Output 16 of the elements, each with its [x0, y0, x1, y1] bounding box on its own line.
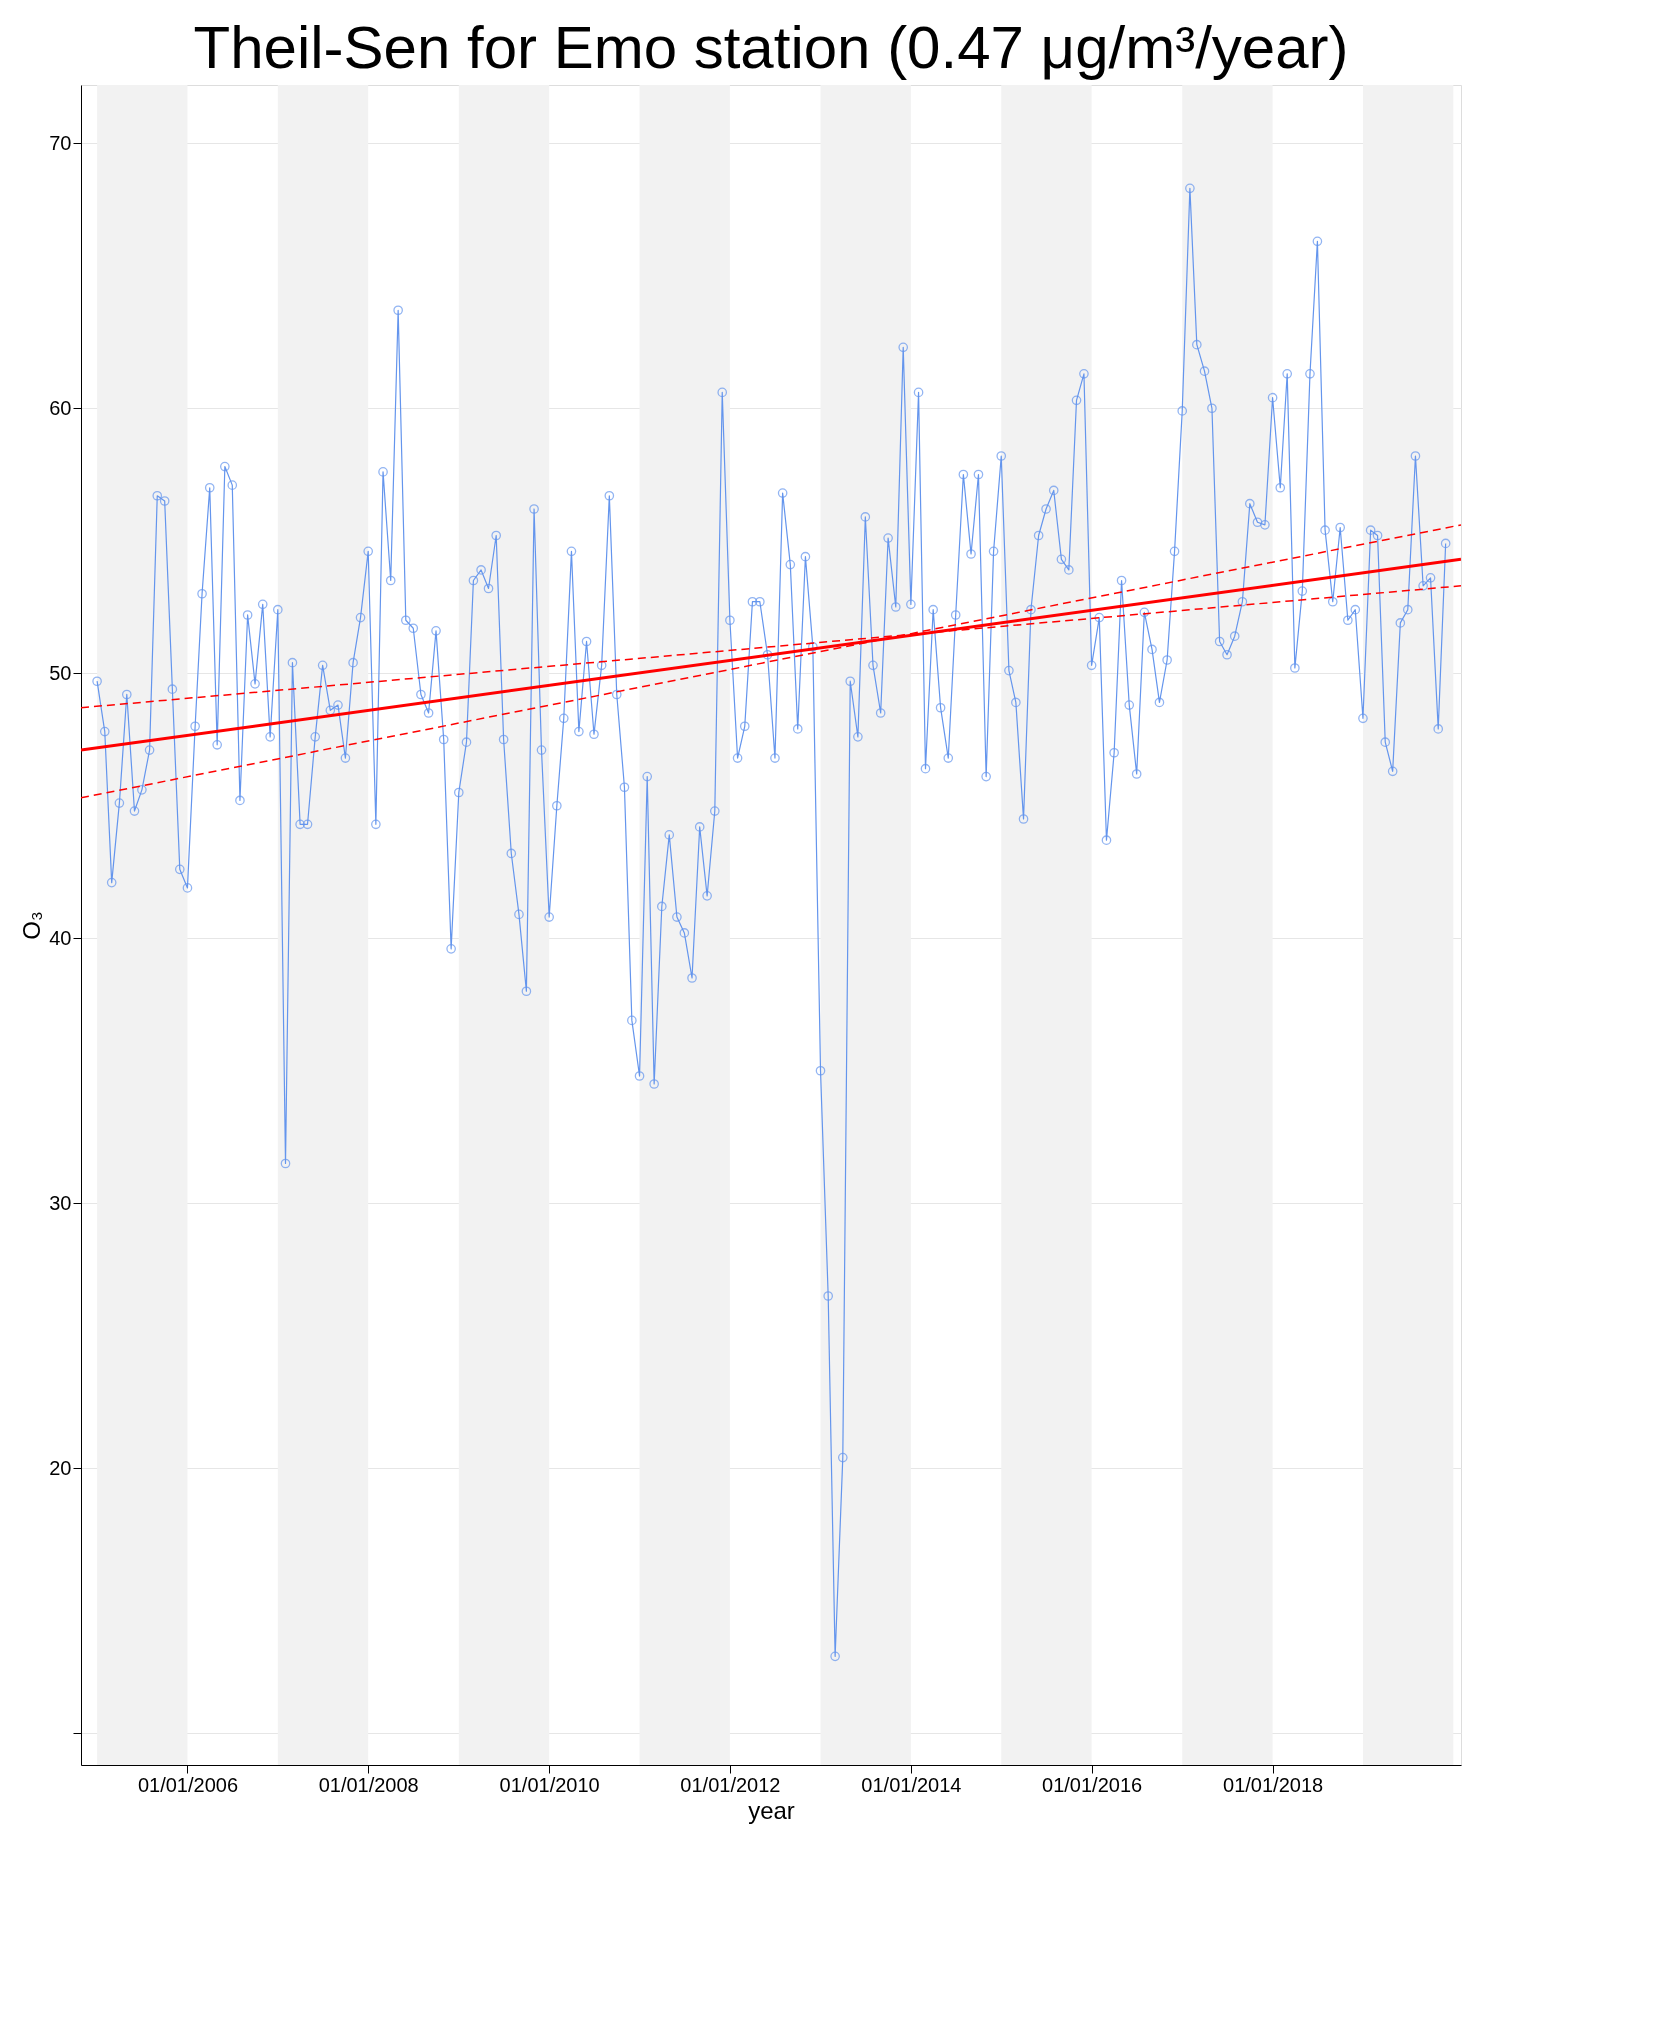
y-axis-title: O₃ — [18, 911, 46, 940]
x-tick-label: 01/01/2014 — [861, 1773, 962, 1796]
y-tick-label: 30 — [49, 1191, 72, 1214]
y-tick-label: 40 — [49, 926, 72, 949]
y-tick-label: 60 — [49, 396, 72, 419]
chart-title: Theil-Sen for Emo station (0.47 μg/m³/year) — [193, 14, 1349, 81]
x-tick-label: 01/01/2016 — [1042, 1773, 1143, 1796]
x-axis-title: year — [748, 1796, 795, 1824]
x-tick-label: 01/01/2010 — [499, 1773, 600, 1796]
x-tick-label: 01/01/2006 — [137, 1773, 239, 1796]
y-tick-label: 50 — [49, 661, 72, 684]
x-tick-label: 01/01/2012 — [680, 1773, 781, 1796]
x-tick-label: 01/01/2018 — [1223, 1773, 1324, 1796]
y-tick-label: 20 — [49, 1456, 72, 1479]
y-tick-label: 70 — [49, 131, 72, 154]
x-tick-label: 01/01/2008 — [318, 1773, 419, 1796]
